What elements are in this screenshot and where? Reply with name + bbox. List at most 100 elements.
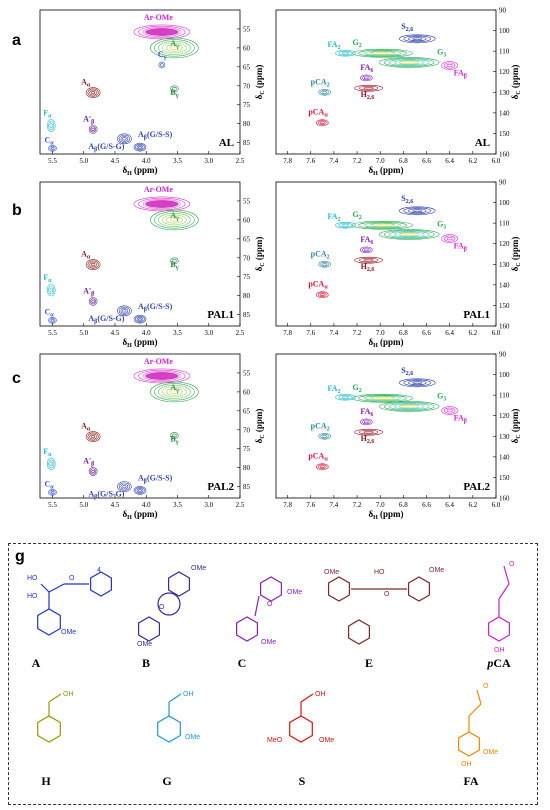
structure-FA: O OMe OH [458,683,498,768]
y-tick-label: 85 [243,483,251,491]
structure-A: HO HO O OMe 4 [27,567,113,636]
y-tick-label: 150 [499,130,510,138]
x-tick-label: 3.0 [204,329,213,337]
contour-ring [407,36,427,42]
peak-label: pCAα [308,108,328,119]
y-tick-label: 65 [243,407,251,415]
contour-ring [338,222,353,228]
contour-ring [341,395,350,399]
contour-ring [364,50,401,56]
contour-ring [318,88,331,96]
x-tick-label: 3.0 [204,157,213,165]
y-tick-label: 75 [243,445,251,453]
contour-ring [364,395,401,401]
chart-svg-d: 7.8 7.6 7.4 7.2 7.0 6.8 6.6 6.4 6.2 6.0 90 100 110 12… [275,7,522,177]
contour-ring [142,199,181,209]
contour-ring [120,136,129,142]
contour-ring [364,248,369,252]
sample-name: PAL1 [463,309,490,321]
peak-label: FA2 [327,384,340,395]
contour-ring [316,463,329,471]
cross-peak [360,74,373,82]
contour-ring [376,397,389,400]
contour-ring [142,27,181,37]
y-tick-label: 70 [243,82,251,90]
hsqc-panel-c: 5.5 5.0 4.5 4.0 3.5 3.0 2.5 55 60 65 70 75 80 85 δH (p… [26,348,266,521]
hsqc-panel-d: 7.8 7.6 7.4 7.2 7.0 6.8 6.6 6.4 6.2 6.0 90 100 110 12… [270,4,522,177]
contour-ring [364,420,369,424]
contour-ring [444,235,456,242]
structure-atom-label: OMe [287,589,302,596]
x-tick-label: 7.4 [330,157,339,165]
x-tick-label: 6.8 [399,329,408,337]
peak-label: A'β [83,286,94,297]
cross-peak [48,317,57,324]
contour-ring [91,469,95,474]
contour-ring [138,25,186,39]
y-tick-label: 80 [243,120,251,128]
hsqc-panel-f: 7.8 7.6 7.4 7.2 7.0 6.8 6.6 6.4 6.2 6.0 90 100 110 12… [270,348,522,521]
cross-peak [441,234,458,243]
contour-ring [358,429,379,435]
y-axis-title: δC (ppm) [510,237,522,272]
x-tick-label: 7.2 [353,501,362,509]
peak-label: A'β [83,114,94,125]
contour-ring [360,74,373,82]
contour-ring [172,259,177,263]
contour-ring [89,261,97,268]
peak-label: Aβ(G/S-S) [138,302,173,313]
cross-peak [352,220,413,230]
cross-peak [335,221,356,229]
contour-ring [133,314,147,324]
cross-peak [133,368,191,384]
contour-ring [88,297,98,306]
contour-ring [398,232,420,237]
peak-label: Fα [43,109,52,120]
cross-peak [133,196,191,212]
peak-label: FA6 [360,235,373,246]
x-tick-label: 4.0 [142,501,151,509]
peak-label: Bγ [170,88,178,99]
structure-atom-label: O [384,591,390,598]
peak-label: Aα [81,250,91,261]
y-axis-title: δC (ppm) [254,237,266,272]
contour-ring [118,482,130,491]
peak-label: Aγ [170,39,179,50]
structure-name-b: B [141,656,150,670]
bond [48,693,62,703]
contour-ring [354,256,383,264]
sample-name: AL [219,137,234,149]
peak-label: FAβ [454,414,467,425]
cross-peak [378,229,440,240]
cross-peak [85,259,101,270]
structure-atom-label: O [69,575,75,582]
contour-ring [162,42,187,54]
cross-peak [335,393,356,401]
contour-ring [91,299,95,304]
bond [468,703,482,717]
peak-label: pCAα [308,280,328,291]
y-tick-label: 130 [499,433,510,441]
contour-ring [50,319,55,322]
peak-label: A'β [83,456,94,467]
contour-ring [90,468,97,475]
sample-name: PAL2 [207,481,234,493]
contour-ring [50,491,55,494]
contour-ring [91,127,95,132]
plot-frame [275,353,497,499]
contour-ring [320,121,325,125]
cross-peak [378,401,440,412]
y-tick-label: 55 [243,369,251,377]
x-tick-label: 3.0 [204,501,213,509]
contour-ring [154,39,195,57]
peak-label: G5 [437,47,446,58]
peak-label: FA6 [360,407,373,418]
contour-ring [383,229,435,239]
structure-atom-label: OH [461,761,472,768]
benzene-ring [260,576,282,602]
cross-peak [150,37,199,59]
x-tick-label: 7.8 [283,501,292,509]
x-tick-label: 7.8 [283,157,292,165]
contour-ring [87,260,99,269]
x-tick-label: 2.5 [236,329,245,337]
